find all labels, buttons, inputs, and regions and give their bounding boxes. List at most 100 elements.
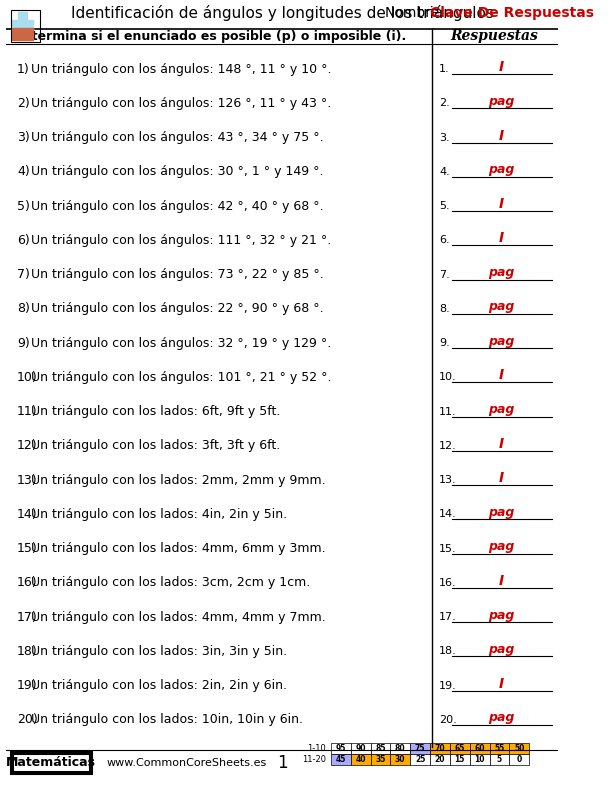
Text: 0: 0: [517, 755, 522, 764]
Text: 25: 25: [415, 755, 425, 764]
Text: 55: 55: [494, 744, 504, 753]
Text: Un triángulo con los ángulos: 148 °, 11 ° y 10 °.: Un triángulo con los ángulos: 148 °, 11 …: [31, 63, 332, 75]
Bar: [509, 743, 529, 754]
Text: 16): 16): [17, 577, 38, 589]
Text: pag: pag: [488, 643, 515, 656]
Bar: [490, 754, 509, 765]
Bar: [490, 743, 509, 754]
Text: www.CommonCoreSheets.es: www.CommonCoreSheets.es: [106, 758, 267, 768]
Bar: [370, 754, 390, 765]
Text: Respuestas: Respuestas: [450, 29, 538, 43]
Text: I: I: [499, 60, 504, 74]
Text: pag: pag: [488, 95, 515, 108]
Bar: [13, 754, 90, 772]
Text: Un triángulo con los lados: 3ft, 3ft y 6ft.: Un triángulo con los lados: 3ft, 3ft y 6…: [31, 440, 281, 452]
Bar: [469, 754, 490, 765]
Bar: [390, 743, 410, 754]
Text: 20: 20: [435, 755, 445, 764]
Text: 85: 85: [375, 744, 386, 753]
Text: 15): 15): [17, 543, 38, 555]
Text: I: I: [499, 676, 504, 691]
Text: 10.: 10.: [439, 372, 457, 383]
Text: 3.: 3.: [439, 132, 450, 143]
Text: 4.: 4.: [439, 167, 450, 177]
Text: 40: 40: [356, 755, 366, 764]
Text: 6.: 6.: [439, 235, 450, 246]
Text: I: I: [499, 231, 504, 246]
Text: I: I: [499, 574, 504, 588]
Text: Determina si el enunciado es posible (p) o imposible (i).: Determina si el enunciado es posible (p)…: [13, 29, 407, 43]
Text: Un triángulo con los ángulos: 101 °, 21 ° y 52 °.: Un triángulo con los ángulos: 101 °, 21 …: [31, 371, 332, 384]
Text: pag: pag: [488, 711, 515, 725]
Bar: [370, 743, 390, 754]
Text: Un triángulo con los ángulos: 43 °, 34 ° y 75 °.: Un triángulo con los ángulos: 43 °, 34 °…: [31, 131, 324, 144]
Bar: [390, 754, 410, 765]
Bar: [450, 743, 469, 754]
Text: 8.: 8.: [439, 304, 450, 314]
Text: Un triángulo con los ángulos: 126 °, 11 ° y 43 °.: Un triángulo con los ángulos: 126 °, 11 …: [31, 97, 332, 110]
Text: Un triángulo con los lados: 4mm, 4mm y 7mm.: Un triángulo con los lados: 4mm, 4mm y 7…: [31, 611, 326, 623]
Text: 19): 19): [17, 679, 38, 692]
Text: I: I: [499, 197, 504, 211]
Text: 13.: 13.: [439, 475, 457, 485]
Text: pag: pag: [488, 403, 515, 416]
Text: 5: 5: [497, 755, 502, 764]
Bar: [331, 743, 351, 754]
Bar: [509, 754, 529, 765]
Text: 60: 60: [474, 744, 485, 753]
Text: 8): 8): [17, 303, 30, 315]
Text: 3): 3): [17, 131, 30, 144]
Text: 2): 2): [17, 97, 30, 110]
Text: pag: pag: [488, 163, 515, 177]
Text: 11): 11): [17, 406, 38, 418]
Text: 9.: 9.: [439, 338, 450, 348]
Text: 14): 14): [17, 508, 38, 521]
Text: 15.: 15.: [439, 543, 457, 554]
Text: 70: 70: [435, 744, 446, 753]
Bar: [430, 743, 450, 754]
Text: 11.: 11.: [439, 406, 457, 417]
Bar: [430, 754, 450, 765]
Bar: [351, 754, 370, 765]
Bar: [12, 20, 33, 30]
Text: Un triángulo con los lados: 4mm, 6mm y 3mm.: Un triángulo con los lados: 4mm, 6mm y 3…: [31, 543, 326, 555]
Text: I: I: [499, 471, 504, 485]
Text: I: I: [499, 128, 504, 143]
Text: 80: 80: [395, 744, 406, 753]
Text: 13): 13): [17, 474, 38, 486]
Text: 12.: 12.: [439, 441, 457, 451]
Bar: [450, 754, 469, 765]
Text: 75: 75: [415, 744, 425, 753]
Text: 12): 12): [17, 440, 38, 452]
Text: Un triángulo con los lados: 3cm, 2cm y 1cm.: Un triángulo con los lados: 3cm, 2cm y 1…: [31, 577, 311, 589]
Bar: [12, 28, 33, 40]
Bar: [11, 10, 40, 42]
Text: 17.: 17.: [439, 612, 457, 623]
Text: 20.: 20.: [439, 715, 457, 725]
Text: 65: 65: [455, 744, 465, 753]
Text: 95: 95: [335, 744, 346, 753]
Text: pag: pag: [488, 540, 515, 553]
Bar: [18, 12, 27, 40]
Text: pag: pag: [488, 335, 515, 348]
Text: 17): 17): [17, 611, 38, 623]
Text: 4): 4): [17, 166, 30, 178]
Text: Un triángulo con los ángulos: 73 °, 22 ° y 85 °.: Un triángulo con los ángulos: 73 °, 22 °…: [31, 268, 324, 281]
Text: 16.: 16.: [439, 578, 457, 588]
Text: 50: 50: [514, 744, 524, 753]
Text: 9): 9): [17, 337, 30, 349]
Text: Un triángulo con los ángulos: 42 °, 40 ° y 68 °.: Un triángulo con los ángulos: 42 °, 40 °…: [31, 200, 324, 212]
Text: Un triángulo con los lados: 4in, 2in y 5in.: Un triángulo con los lados: 4in, 2in y 5…: [31, 508, 288, 521]
Text: Un triángulo con los lados: 2mm, 2mm y 9mm.: Un triángulo con los lados: 2mm, 2mm y 9…: [31, 474, 326, 486]
Text: 14.: 14.: [439, 509, 457, 520]
Text: Un triángulo con los lados: 3in, 3in y 5in.: Un triángulo con los lados: 3in, 3in y 5…: [31, 645, 288, 658]
Text: 19.: 19.: [439, 680, 457, 691]
Text: Nombre:: Nombre:: [385, 6, 445, 20]
Bar: [331, 754, 351, 765]
Text: 15: 15: [455, 755, 465, 764]
Text: 10): 10): [17, 371, 38, 384]
Bar: [351, 743, 370, 754]
Text: pag: pag: [488, 300, 515, 314]
Text: Un triángulo con los lados: 6ft, 9ft y 5ft.: Un triángulo con los lados: 6ft, 9ft y 5…: [31, 406, 281, 418]
Text: Un triángulo con los ángulos: 32 °, 19 ° y 129 °.: Un triángulo con los ángulos: 32 °, 19 °…: [31, 337, 332, 349]
